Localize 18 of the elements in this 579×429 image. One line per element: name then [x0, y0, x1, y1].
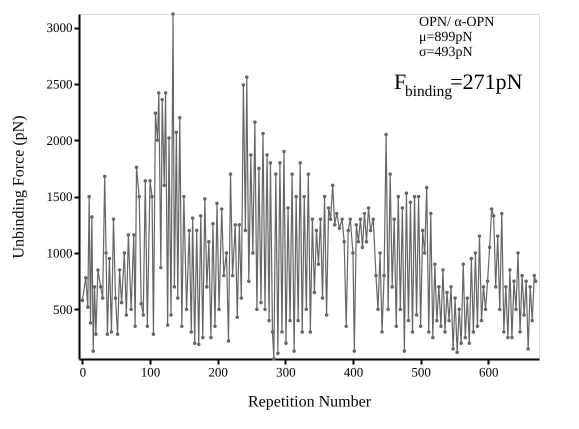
y-tick-label: 2000 — [46, 132, 72, 148]
y-tick-label: 1000 — [46, 246, 72, 261]
y-tick-label: 2500 — [46, 76, 72, 92]
x-tick-label: 300 — [276, 364, 296, 380]
x-tick-label: 400 — [344, 364, 364, 380]
x-tick-label: 200 — [208, 364, 228, 380]
annotation: μ=899pN — [419, 30, 473, 45]
annotation: OPN/ α-OPN — [419, 15, 494, 30]
x-tick-label: 0 — [80, 364, 86, 380]
x-axis-title: Repetition Number — [248, 394, 372, 410]
annotation: σ=493pN — [419, 45, 473, 60]
y-tick-label: 3000 — [46, 20, 72, 36]
y-tick-label: 500 — [53, 302, 72, 317]
y-axis-title: Unbinding Force (pN) — [10, 115, 28, 259]
x-tick-label: 600 — [479, 364, 499, 380]
x-tick-label: 100 — [140, 364, 160, 380]
x-tick-label: 500 — [411, 364, 431, 380]
y-tick-label: 1500 — [46, 189, 72, 204]
